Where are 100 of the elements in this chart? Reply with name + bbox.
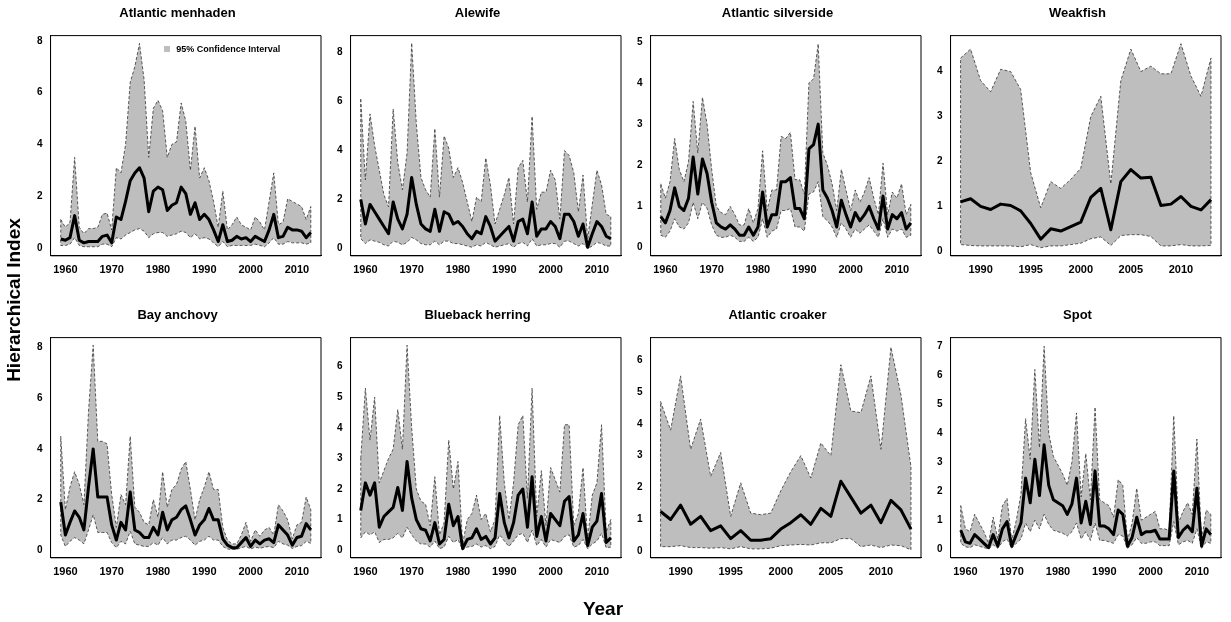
y-tick-label: 2 — [637, 481, 643, 493]
y-tick-label: 4 — [637, 417, 643, 429]
x-tick-label: 1960 — [653, 263, 678, 276]
y-tick-label: 0 — [637, 241, 643, 253]
x-tick-label: 2000 — [768, 565, 794, 578]
y-tick-label: 0 — [37, 241, 43, 253]
y-tick-label: 3 — [637, 117, 643, 129]
x-tick-label: 1960 — [353, 263, 378, 276]
y-tick-label: 6 — [937, 369, 943, 381]
y-tick-label: 6 — [337, 360, 343, 372]
chart-title: Blueback herring — [424, 307, 531, 323]
y-tick-label: 4 — [337, 421, 343, 433]
y-axis-title: Hierarchical Index — [3, 218, 25, 382]
y-tick-label: 3 — [937, 455, 943, 467]
chart-title: Bay anchovy — [137, 307, 219, 323]
x-tick-label: 1970 — [999, 565, 1024, 578]
x-tick-label: 1995 — [1018, 263, 1043, 276]
y-tick-label: 2 — [937, 155, 943, 167]
x-tick-label: 1980 — [1045, 565, 1071, 578]
y-tick-label: 0 — [637, 545, 643, 557]
y-tick-label: 7 — [937, 340, 943, 352]
y-tick-label: 8 — [37, 341, 43, 353]
chart-title: Atlantic croaker — [728, 307, 827, 323]
y-tick-label: 1 — [637, 513, 643, 525]
x-tick-label: 1980 — [745, 263, 771, 276]
x-tick-label: 1990 — [1092, 565, 1117, 578]
x-tick-label: 1980 — [145, 263, 171, 276]
x-tick-label: 2000 — [838, 263, 863, 276]
y-tick-label: 4 — [337, 144, 343, 156]
x-tick-label: 2000 — [238, 263, 263, 276]
chart-title: Spot — [1063, 307, 1093, 323]
x-tick-label: 1970 — [399, 263, 424, 276]
x-tick-label: 1995 — [718, 565, 743, 578]
y-tick-label: 6 — [37, 86, 43, 98]
x-tick-label: 2005 — [818, 565, 844, 578]
x-tick-label: 2010 — [1168, 263, 1194, 276]
y-tick-label: 5 — [637, 35, 643, 47]
y-tick-label: 2 — [37, 493, 43, 505]
x-tick-label: 2010 — [584, 263, 610, 276]
x-tick-label: 2000 — [538, 263, 563, 276]
y-tick-label: 2 — [637, 159, 643, 170]
y-tick-label: 1 — [937, 513, 943, 525]
y-tick-label: 3 — [637, 449, 643, 461]
y-tick-label: 2 — [937, 484, 943, 496]
x-axis-title: Year — [582, 598, 624, 620]
chart-title: Atlantic menhaden — [119, 5, 236, 21]
y-tick-label: 3 — [337, 452, 343, 464]
chart-title: Atlantic silverside — [721, 5, 834, 21]
annotation: 95% Confidence Interval — [176, 43, 281, 54]
chart-title: Weakfish — [1049, 5, 1106, 21]
y-tick-label: 1 — [637, 200, 643, 212]
y-tick-label: 4 — [37, 138, 43, 150]
x-tick-label: 1990 — [492, 263, 517, 276]
y-tick-label: 0 — [337, 242, 343, 254]
y-tick-label: 5 — [637, 385, 643, 397]
x-tick-label: 1970 — [699, 263, 724, 276]
x-tick-label: 1970 — [99, 263, 124, 276]
x-tick-label: 2000 — [1138, 565, 1163, 578]
x-tick-label: 2000 — [1068, 263, 1094, 276]
y-tick-label: 0 — [937, 245, 943, 257]
y-tick-label: 1 — [337, 513, 343, 525]
y-tick-label: 3 — [937, 110, 943, 122]
y-tick-label: 8 — [337, 46, 343, 58]
x-tick-label: 1980 — [445, 263, 471, 276]
y-tick-label: 4 — [937, 426, 943, 438]
x-tick-label: 1990 — [668, 565, 693, 578]
x-tick-label: 2010 — [884, 263, 910, 276]
x-tick-label: 2010 — [584, 565, 610, 578]
x-tick-label: 1990 — [192, 263, 217, 276]
y-tick-label: 6 — [637, 353, 643, 365]
x-tick-label: 1990 — [492, 565, 517, 578]
y-tick-label: 2 — [337, 482, 343, 494]
y-tick-label: 6 — [37, 392, 43, 404]
y-tick-label: 6 — [337, 95, 343, 107]
y-tick-label: 2 — [337, 193, 343, 205]
x-tick-label: 2010 — [868, 565, 894, 578]
x-tick-label: 1960 — [953, 565, 978, 578]
x-tick-label: 2010 — [284, 565, 310, 578]
y-tick-label: 1 — [937, 200, 943, 212]
x-tick-label: 1970 — [99, 565, 124, 578]
x-tick-label: 1980 — [445, 565, 471, 578]
y-tick-label: 0 — [37, 543, 43, 555]
y-tick-label: 0 — [937, 542, 943, 554]
y-tick-label: 5 — [337, 390, 343, 402]
x-tick-label: 1980 — [145, 565, 171, 578]
y-tick-label: 4 — [937, 65, 943, 77]
x-tick-label: 1990 — [968, 263, 993, 276]
x-tick-label: 2005 — [1118, 263, 1144, 276]
x-tick-label: 1960 — [53, 263, 78, 276]
y-tick-label: 4 — [637, 76, 643, 88]
x-tick-label: 2000 — [538, 565, 563, 578]
x-tick-label: 2000 — [238, 565, 263, 578]
x-tick-label: 2010 — [284, 263, 310, 276]
x-tick-label: 1990 — [192, 565, 217, 578]
y-tick-label: 8 — [37, 34, 43, 46]
y-tick-label: 2 — [37, 189, 43, 201]
x-tick-label: 2010 — [1184, 565, 1210, 578]
x-tick-label: 1970 — [399, 565, 424, 578]
x-tick-label: 1960 — [353, 565, 378, 578]
chart-title: Alewife — [454, 5, 501, 21]
